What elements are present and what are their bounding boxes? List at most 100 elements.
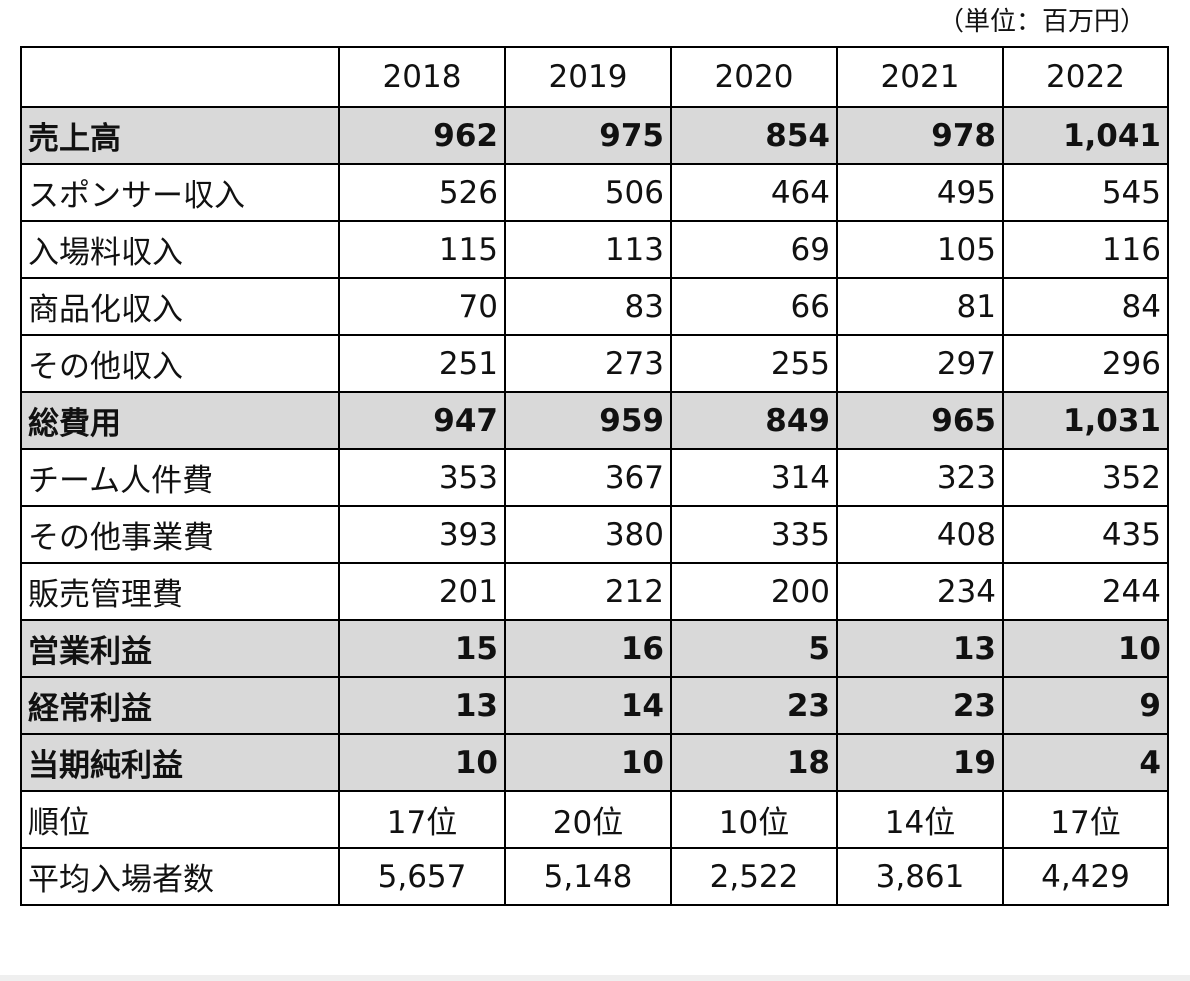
row-label: 経常利益 [20,676,340,735]
table-cell: 115 [338,220,506,279]
table-row: その他収入 251 273 255 297 296 [20,334,1169,393]
table-cell: 18 [670,733,838,792]
table-cell: 854 [670,106,838,165]
row-label: 順位 [20,790,340,849]
row-label: 商品化収入 [20,277,340,336]
table-cell: 19 [836,733,1004,792]
header-year-2019: 2019 [504,46,672,108]
table-cell: 234 [836,562,1004,621]
row-label: 総費用 [20,391,340,450]
header-year-2018: 2018 [338,46,506,108]
table-cell: 353 [338,448,506,507]
table-cell: 69 [670,220,838,279]
table-row: 営業利益 15 16 5 13 10 [20,619,1169,678]
table-cell: 435 [1002,505,1169,564]
table-cell: 1,041 [1002,106,1169,165]
row-label: 当期純利益 [20,733,340,792]
table-cell: 323 [836,448,1004,507]
table-cell: 10 [338,733,506,792]
table-cell: 545 [1002,163,1169,222]
row-label: スポンサー収入 [20,163,340,222]
header-year-2020: 2020 [670,46,838,108]
table-cell: 14 [504,676,672,735]
table-cell: 408 [836,505,1004,564]
table-cell: 526 [338,163,506,222]
table-cell: 70 [338,277,506,336]
table-row: 平均入場者数 5,657 5,148 2,522 3,861 4,429 [20,847,1169,906]
table-row: その他事業費 393 380 335 408 435 [20,505,1169,564]
table-row: 入場料収入 115 113 69 105 116 [20,220,1169,279]
row-label: その他事業費 [20,505,340,564]
table-cell: 352 [1002,448,1169,507]
table-cell: 201 [338,562,506,621]
table-cell: 2,522 [670,847,838,906]
row-label: その他収入 [20,334,340,393]
table-cell: 947 [338,391,506,450]
table-cell: 962 [338,106,506,165]
table-cell: 17位 [338,790,506,849]
bottom-strip [0,975,1190,981]
table-cell: 273 [504,334,672,393]
table-cell: 978 [836,106,1004,165]
table-cell: 367 [504,448,672,507]
table-cell: 506 [504,163,672,222]
table-cell: 83 [504,277,672,336]
row-label: 入場料収入 [20,220,340,279]
table-row: 総費用 947 959 849 965 1,031 [20,391,1169,450]
header-year-2021: 2021 [836,46,1004,108]
table-cell: 81 [836,277,1004,336]
table-cell: 5 [670,619,838,678]
header-year-2022: 2022 [1002,46,1169,108]
table-cell: 849 [670,391,838,450]
table-cell: 244 [1002,562,1169,621]
table-cell: 13 [338,676,506,735]
table-cell: 23 [670,676,838,735]
table-row: 商品化収入 70 83 66 81 84 [20,277,1169,336]
table-cell: 965 [836,391,1004,450]
table-cell: 10 [1002,619,1169,678]
table-cell: 17位 [1002,790,1169,849]
table-cell: 255 [670,334,838,393]
row-label: 売上高 [20,106,340,165]
table-cell: 380 [504,505,672,564]
table-cell: 975 [504,106,672,165]
table-cell: 393 [338,505,506,564]
header-row: 2018 2019 2020 2021 2022 [20,46,1169,108]
table-cell: 335 [670,505,838,564]
table-row: 売上高 962 975 854 978 1,041 [20,106,1169,165]
table-cell: 212 [504,562,672,621]
table-cell: 4,429 [1002,847,1169,906]
table-cell: 105 [836,220,1004,279]
table-body: 売上高 962 975 854 978 1,041 スポンサー収入 526 506 464 495 5… [20,106,1169,906]
header-corner-cell [20,46,340,108]
financial-table: 2018 2019 2020 2021 2022 売上高 962 975 854 978… [20,46,1169,906]
table-cell: 314 [670,448,838,507]
table-row: 当期純利益 10 10 18 19 4 [20,733,1169,792]
table-cell: 16 [504,619,672,678]
table-cell: 15 [338,619,506,678]
table-cell: 3,861 [836,847,1004,906]
table-cell: 20位 [504,790,672,849]
table-cell: 113 [504,220,672,279]
table-cell: 1,031 [1002,391,1169,450]
table-cell: 5,148 [504,847,672,906]
table-cell: 23 [836,676,1004,735]
row-label: 販売管理費 [20,562,340,621]
table-cell: 200 [670,562,838,621]
table-cell: 84 [1002,277,1169,336]
table-cell: 116 [1002,220,1169,279]
table-cell: 296 [1002,334,1169,393]
table-cell: 66 [670,277,838,336]
row-label: 営業利益 [20,619,340,678]
table-cell: 10 [504,733,672,792]
table-cell: 251 [338,334,506,393]
unit-note: （単位：百万円） [937,7,1146,37]
table-row: 経常利益 13 14 23 23 9 [20,676,1169,735]
table-row: チーム人件費 353 367 314 323 352 [20,448,1169,507]
table-cell: 14位 [836,790,1004,849]
table-cell: 9 [1002,676,1169,735]
table-cell: 10位 [670,790,838,849]
table-row: スポンサー収入 526 506 464 495 545 [20,163,1169,222]
table-cell: 959 [504,391,672,450]
row-label: 平均入場者数 [20,847,340,906]
